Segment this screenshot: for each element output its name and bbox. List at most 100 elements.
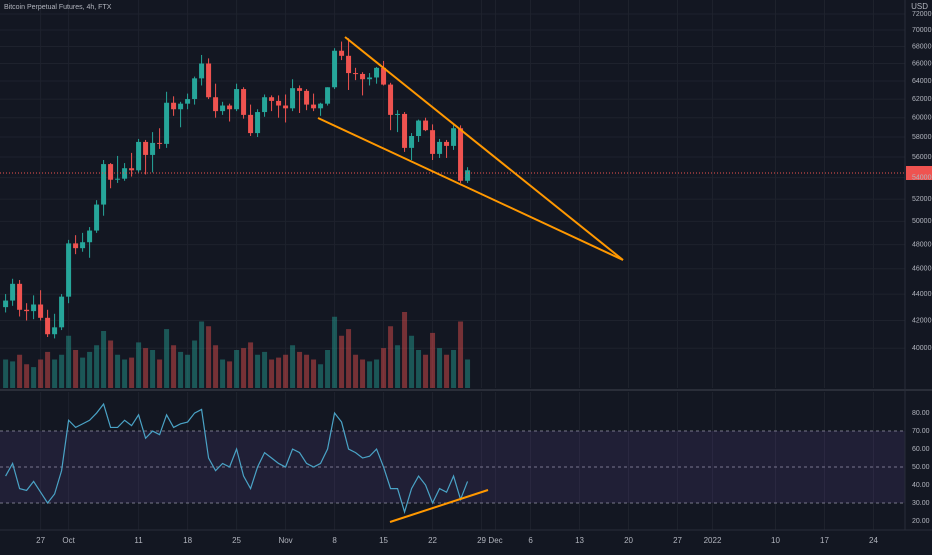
rsi-tick-label: 30.00 [912,500,930,507]
candle-body [52,327,58,335]
volume-bar [129,357,135,388]
x-tick-label: 11 [134,536,143,545]
volume-bar [17,354,23,388]
volume-bar [388,326,394,388]
volume-bar [255,354,261,388]
volume-bar [318,364,324,388]
volume-bar [136,342,142,388]
candle-body [458,128,464,181]
volume-bar [283,354,289,388]
volume-bar [227,361,233,388]
y-tick-label: 48000 [912,241,932,248]
rsi-line [5,402,469,515]
x-tick-label: Nov [278,536,292,545]
volume-bar [339,335,345,388]
candle-body [38,304,44,318]
candle-body [381,67,387,85]
candle-body [465,170,471,181]
volume-bar [38,359,44,388]
volume-bar [416,350,422,388]
marks [3,38,471,515]
candle-body [423,120,429,131]
candle-body [444,141,450,146]
candle-body [395,113,401,115]
candle-body [388,84,394,115]
chart-title: Bitcoin Perpetual Futures, 4h, FTX [4,4,112,11]
x-tick-label: 18 [183,536,192,545]
x-tick-label: Dec [488,536,502,545]
y-tick-label: 70000 [912,27,932,34]
candle-body [360,73,366,80]
rsi-band [0,431,905,503]
volume-bar [395,345,401,388]
volume-bar [192,340,198,388]
volume-bar [297,351,303,388]
volume-bar [94,345,100,388]
volume-bar [87,351,93,388]
y-tick-label: 42000 [912,317,932,324]
volume-bar [360,359,366,388]
candle-body [325,87,331,104]
volume-bar [206,326,212,388]
volume-bar [108,340,114,388]
candle-body [24,309,30,312]
volume-bar [66,335,72,388]
volume-bar [381,348,387,388]
candle-body [276,100,282,106]
candle-body [101,164,107,205]
candle-body [115,178,121,180]
candle-body [164,102,170,144]
candle-body [297,88,303,91]
candle-body [150,142,156,155]
volume-bar [451,350,457,388]
volume-bar [80,357,86,388]
x-tick-label: 8 [332,536,337,545]
volume-bar [311,359,317,388]
rsi-tick-label: 70.00 [912,428,930,435]
x-tick-label: 24 [869,536,878,545]
y-tick-label: 46000 [912,266,932,273]
candle-body [437,141,443,154]
volume-bar [325,350,331,388]
currency-label: USD [911,2,928,11]
rsi-tick-label: 50.00 [912,464,930,471]
y-tick-label: 52000 [912,196,932,203]
volume-bar [171,345,177,388]
volume-bar [101,331,107,388]
volume-bar [423,354,429,388]
candle-body [220,105,226,112]
volume-bar [10,361,16,388]
candle-body [178,103,184,110]
volume-bar [52,359,58,388]
candle-body [199,63,205,79]
candle-body [255,112,261,134]
x-tick-label: 25 [232,536,241,545]
volume-bar [374,359,380,388]
volume-bar [143,348,149,388]
candle-body [290,88,296,109]
candle-body [129,168,135,171]
trendline [317,117,624,261]
trendline [389,489,489,523]
y-tick-label: 68000 [912,43,932,50]
candle-body [73,243,79,249]
y-tick-label: 40000 [912,345,932,352]
candle-body [206,63,212,98]
volume-bar [115,354,121,388]
y-tick-label: 56000 [912,154,932,161]
volume-bar [73,350,79,388]
volume-bar [24,364,30,388]
x-tick-label: 29 [477,536,486,545]
y-tick-label: 44000 [912,291,932,298]
candle-body [192,78,198,100]
volume-bar [444,354,450,388]
candle-body [311,104,317,109]
candle-body [213,97,219,112]
y-tick-label: 62000 [912,96,932,103]
x-tick-label: 6 [528,536,533,545]
candle-body [234,89,240,110]
volume-bar [157,359,163,388]
rsi-tick-label: 40.00 [912,482,930,489]
y-tick-label: 66000 [912,60,932,67]
